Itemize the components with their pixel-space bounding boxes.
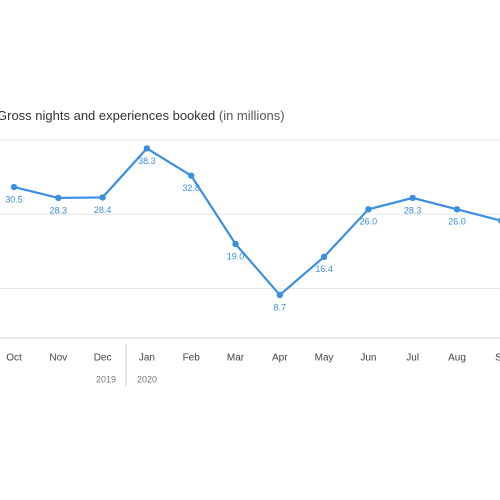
x-tick-label: Dec [94,353,112,364]
data-label: 26.0 [448,217,466,227]
data-point [99,194,106,201]
x-tick-label: Oct [6,353,22,364]
x-tick-label: Apr [272,353,288,364]
data-label: 8.7 [274,302,287,312]
data-point [453,206,461,213]
data-point [365,206,372,213]
data-point [10,183,18,191]
data-point [143,145,151,152]
series-line [13,146,500,297]
data-label: 28.3 [404,205,422,215]
x-tick-label: Mar [227,353,245,364]
x-tick-label: Aug [448,353,466,364]
data-point [409,194,416,202]
data-point [320,253,328,261]
year-label: 2020 [137,374,157,384]
chart-title: Gross nights and experiences booked (in … [0,108,285,123]
x-tick-label: Jul [406,353,419,364]
x-tick-label: Feb [183,353,201,364]
data-label: 30.5 [5,194,23,204]
data-label: 38.3 [138,156,156,166]
data-point [55,194,62,202]
title: Gross nights and experiences booked [0,108,215,123]
subtitle: (in millions) [219,108,285,123]
data-label: 16.4 [315,264,333,274]
x-tick-label: Nov [49,353,67,364]
data-label: 26.0 [360,217,378,227]
data-label: 32.8 [182,183,200,193]
year-label: 2019 [96,374,116,384]
data-label: 28.3 [50,205,68,215]
data-point [276,291,283,299]
x-tick-label: May [315,353,334,364]
data-point [188,172,195,179]
data-label: 28.4 [94,205,112,215]
x-tick-label: Jan [139,353,155,364]
data-point [232,240,239,248]
data-label: 19.0 [227,251,245,261]
x-tick-label: Se [495,353,500,364]
x-tick-label: Jun [360,353,376,364]
